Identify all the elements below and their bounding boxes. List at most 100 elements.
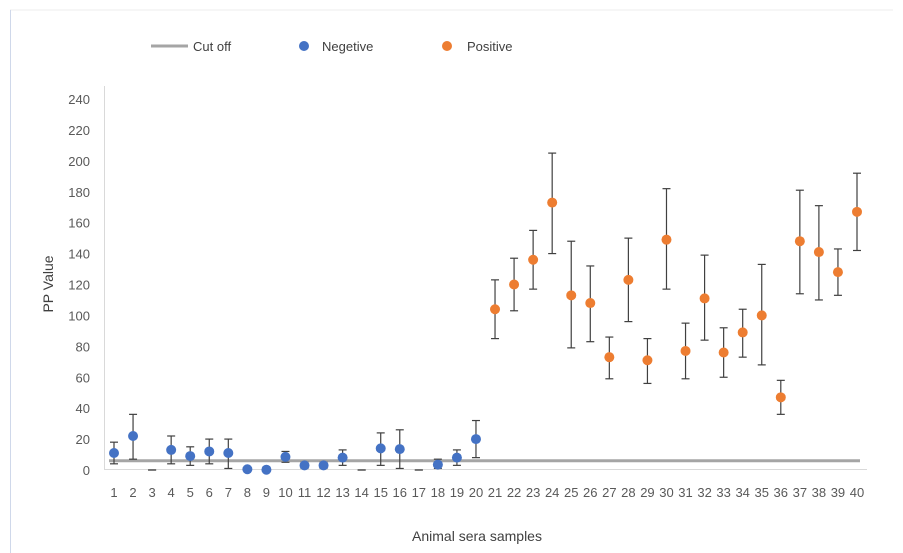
data-point xyxy=(470,419,481,459)
marker-positive xyxy=(794,236,805,247)
marker-negative xyxy=(242,464,253,475)
legend-cutoff-label: Cut off xyxy=(193,39,231,54)
x-tick-label: 14 xyxy=(354,485,368,500)
marker-negative xyxy=(185,451,196,462)
legend-positive-marker xyxy=(442,41,452,51)
x-tick-label: 17 xyxy=(412,485,426,500)
y-tick-label: 180 xyxy=(68,185,90,200)
marker-positive xyxy=(509,279,520,290)
data-point xyxy=(699,254,710,341)
marker-positive xyxy=(756,310,767,321)
marker-negative xyxy=(318,460,329,471)
marker-positive xyxy=(566,290,577,301)
x-tick-label: 1 xyxy=(110,485,117,500)
marker-positive xyxy=(528,254,539,265)
x-tick-label: 40 xyxy=(850,485,864,500)
marker-negative xyxy=(432,459,443,470)
data-point xyxy=(451,449,462,466)
marker-negative xyxy=(299,460,310,471)
y-tick-labels: 0 20 40 60 80 100 120 140 160 180 200 220 240 xyxy=(68,92,90,478)
data-point xyxy=(718,327,729,378)
x-tick-label: 38 xyxy=(812,485,826,500)
data-point xyxy=(547,152,558,255)
y-tick-label: 120 xyxy=(68,278,90,293)
y-tick-label: 80 xyxy=(76,339,90,354)
legend: Cut off Negetive Positive xyxy=(151,39,513,54)
data-point xyxy=(737,308,748,358)
data-point xyxy=(337,449,348,466)
data-point xyxy=(204,438,215,465)
x-tick-label: 31 xyxy=(678,485,692,500)
marker-negative xyxy=(337,452,348,463)
data-point xyxy=(585,265,596,343)
marker-positive xyxy=(718,347,729,358)
data-point xyxy=(318,460,329,471)
marker-positive xyxy=(832,267,843,278)
x-tick-label: 18 xyxy=(431,485,445,500)
x-tick-label: 29 xyxy=(640,485,654,500)
data-point xyxy=(642,338,653,385)
x-tick-label: 11 xyxy=(298,485,312,500)
data-point xyxy=(128,413,139,460)
marker-positive xyxy=(642,355,653,366)
x-tick-label: 33 xyxy=(716,485,730,500)
marker-negative xyxy=(451,452,462,463)
data-point xyxy=(185,446,196,466)
y-tick-label: 220 xyxy=(68,123,90,138)
y-axis-title: PP Value xyxy=(40,255,56,312)
marker-positive xyxy=(699,293,710,304)
marker-positive xyxy=(775,392,786,403)
x-tick-label: 7 xyxy=(225,485,232,500)
x-tick-label: 16 xyxy=(393,485,407,500)
data-point xyxy=(813,205,824,301)
x-tick-label: 15 xyxy=(373,485,387,500)
y-tick-label: 0 xyxy=(83,463,90,478)
data-point xyxy=(680,322,691,380)
x-tick-label: 8 xyxy=(244,485,251,500)
data-point xyxy=(509,257,520,312)
y-tick-label: 100 xyxy=(68,308,90,323)
x-tick-label: 32 xyxy=(697,485,711,500)
marker-positive xyxy=(680,345,691,356)
marker-negative xyxy=(261,464,272,475)
data-point xyxy=(261,464,272,475)
x-tick-label: 39 xyxy=(831,485,845,500)
data-point xyxy=(299,460,310,471)
data-point xyxy=(852,172,862,252)
data-point xyxy=(242,464,253,475)
x-tick-label: 10 xyxy=(278,485,292,500)
legend-positive-label: Positive xyxy=(467,39,513,54)
y-tick-label: 60 xyxy=(76,370,90,385)
marker-positive xyxy=(604,352,615,363)
x-tick-label: 19 xyxy=(450,485,464,500)
x-tick-label: 5 xyxy=(187,485,194,500)
data-point xyxy=(375,432,386,466)
y-tick-label: 160 xyxy=(68,216,90,231)
x-tick-label: 35 xyxy=(755,485,769,500)
series-layer xyxy=(109,152,862,475)
data-point xyxy=(394,429,405,470)
marker-positive xyxy=(490,304,501,315)
x-tick-label: 34 xyxy=(735,485,749,500)
y-tick-label: 40 xyxy=(76,401,90,416)
marker-negative xyxy=(280,451,291,462)
x-tick-label: 22 xyxy=(507,485,521,500)
data-point xyxy=(756,263,767,366)
legend-negative-marker xyxy=(299,41,309,51)
x-tick-label: 12 xyxy=(316,485,330,500)
data-point xyxy=(528,229,539,290)
x-tick-label: 24 xyxy=(545,485,559,500)
marker-positive xyxy=(661,234,672,245)
data-point xyxy=(775,379,786,415)
x-tick-label: 20 xyxy=(469,485,483,500)
x-tick-label: 4 xyxy=(168,485,175,500)
marker-positive xyxy=(737,327,748,338)
x-tick-label: 6 xyxy=(206,485,213,500)
data-point xyxy=(432,458,443,470)
marker-negative xyxy=(375,443,386,454)
data-point xyxy=(794,189,805,295)
y-tick-label: 140 xyxy=(68,247,90,262)
data-point xyxy=(223,438,234,470)
